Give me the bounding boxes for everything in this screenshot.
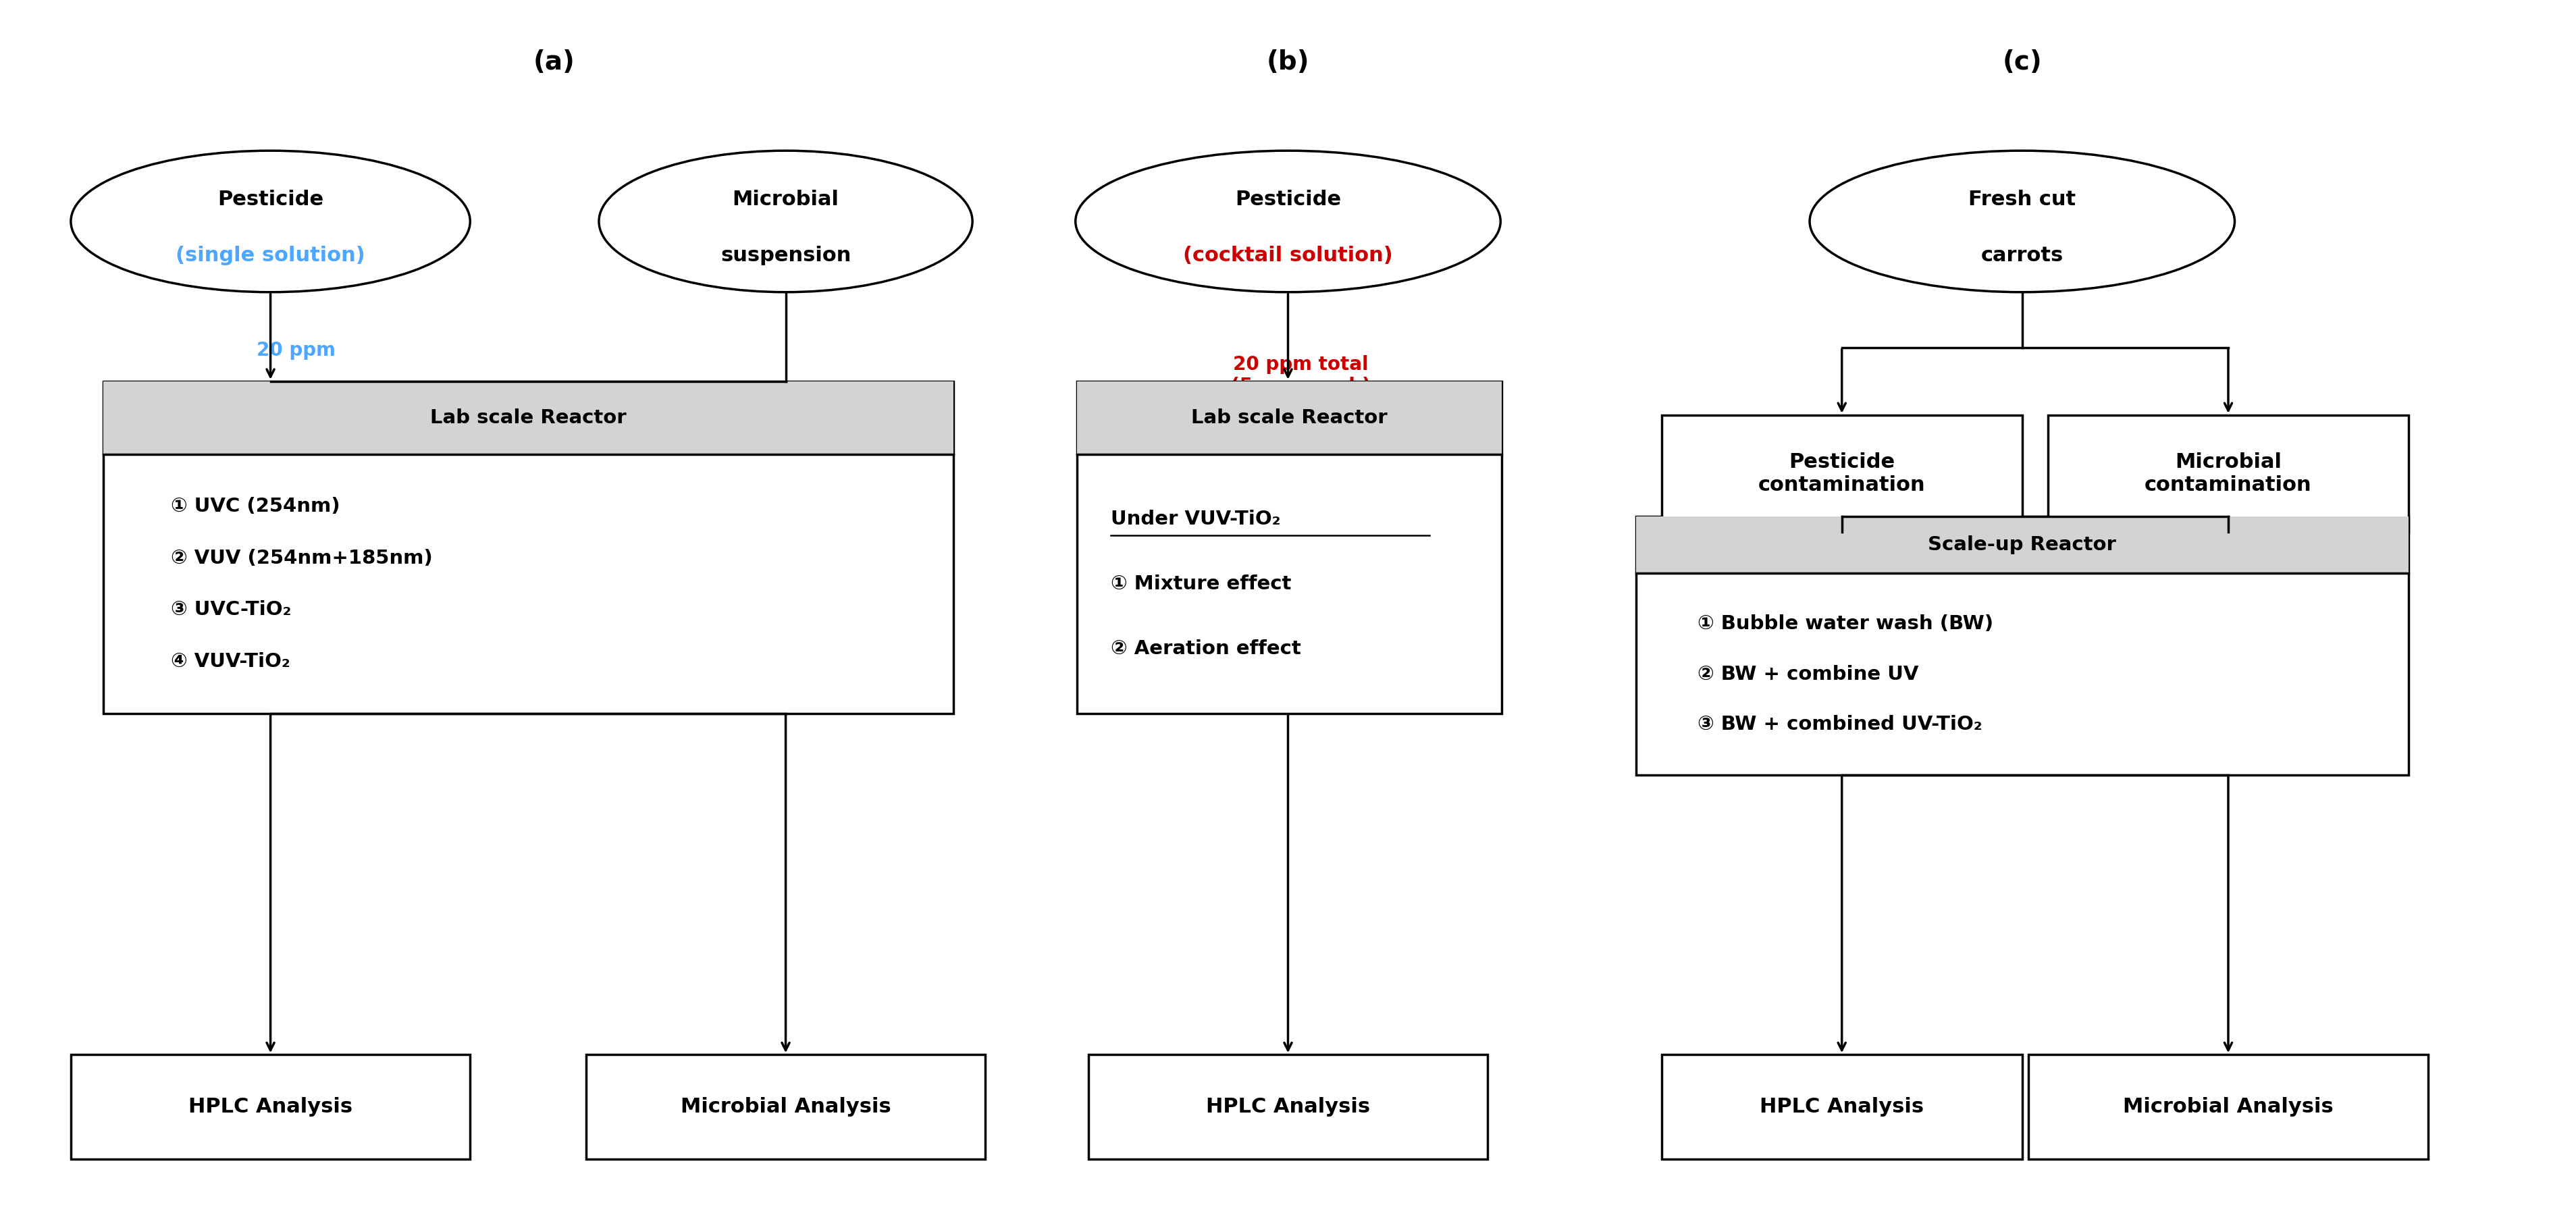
Text: ① UVC (254nm): ① UVC (254nm) <box>170 497 340 515</box>
Text: Under VUV-TiO₂: Under VUV-TiO₂ <box>1110 509 1280 529</box>
Text: ② VUV (254nm+185nm): ② VUV (254nm+185nm) <box>170 549 433 567</box>
FancyBboxPatch shape <box>1636 517 2409 775</box>
Text: Microbial Analysis: Microbial Analysis <box>2123 1097 2334 1117</box>
Text: (c): (c) <box>2002 49 2043 75</box>
Text: HPLC Analysis: HPLC Analysis <box>1206 1097 1370 1117</box>
FancyBboxPatch shape <box>1662 1054 2022 1159</box>
FancyBboxPatch shape <box>1662 415 2022 531</box>
FancyBboxPatch shape <box>585 1054 984 1159</box>
Text: Pesticide: Pesticide <box>216 189 325 209</box>
FancyBboxPatch shape <box>70 1054 469 1159</box>
Text: Fresh cut: Fresh cut <box>1968 189 2076 209</box>
Text: ③ UVC-TiO₂: ③ UVC-TiO₂ <box>170 600 291 619</box>
Text: HPLC Analysis: HPLC Analysis <box>1759 1097 1924 1117</box>
Text: Lab scale Reactor: Lab scale Reactor <box>430 408 626 427</box>
Text: ③ BW + combined UV-TiO₂: ③ BW + combined UV-TiO₂ <box>1698 715 1984 734</box>
FancyBboxPatch shape <box>1087 1054 1486 1159</box>
Text: Microbial: Microbial <box>732 189 840 209</box>
Text: Pesticide
contamination: Pesticide contamination <box>1759 453 1924 494</box>
FancyBboxPatch shape <box>2030 1054 2427 1159</box>
FancyBboxPatch shape <box>1077 381 1502 713</box>
Text: ① Mixture effect: ① Mixture effect <box>1110 574 1291 593</box>
Text: (b): (b) <box>1267 49 1309 75</box>
Text: carrots: carrots <box>1981 246 2063 266</box>
Text: Pesticide: Pesticide <box>1234 189 1342 209</box>
Text: Scale-up Reactor: Scale-up Reactor <box>1927 535 2117 555</box>
FancyBboxPatch shape <box>1636 517 2409 573</box>
Text: ② BW + combine UV: ② BW + combine UV <box>1698 664 1919 684</box>
Text: ② Aeration effect: ② Aeration effect <box>1110 640 1301 658</box>
FancyBboxPatch shape <box>1077 381 1502 454</box>
FancyBboxPatch shape <box>2048 415 2409 531</box>
Text: Microbial Analysis: Microbial Analysis <box>680 1097 891 1117</box>
Text: 20 ppm: 20 ppm <box>258 341 335 360</box>
Text: (a): (a) <box>533 49 574 75</box>
Text: (cocktail solution): (cocktail solution) <box>1182 246 1394 266</box>
Text: suspension: suspension <box>721 246 850 266</box>
Text: Lab scale Reactor: Lab scale Reactor <box>1190 408 1388 427</box>
Text: HPLC Analysis: HPLC Analysis <box>188 1097 353 1117</box>
Text: 20 ppm total
(5 ppm each): 20 ppm total (5 ppm each) <box>1231 354 1370 396</box>
Text: Microbial
contamination: Microbial contamination <box>2146 453 2311 494</box>
Text: ④ VUV-TiO₂: ④ VUV-TiO₂ <box>170 652 291 672</box>
FancyBboxPatch shape <box>103 381 953 454</box>
Text: ① Bubble water wash (BW): ① Bubble water wash (BW) <box>1698 614 1994 633</box>
Text: (single solution): (single solution) <box>175 246 366 266</box>
FancyBboxPatch shape <box>103 381 953 713</box>
